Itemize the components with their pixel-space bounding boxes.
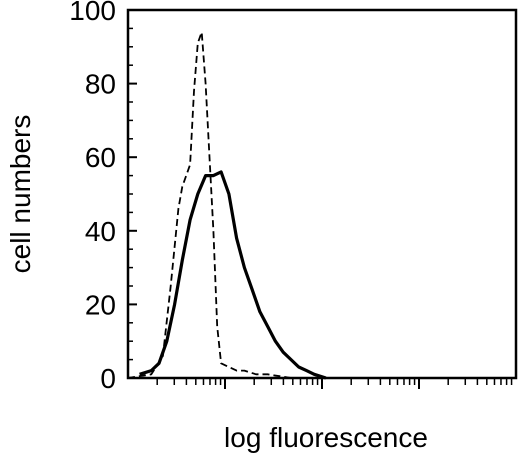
- y-tick-label: 60: [85, 142, 116, 173]
- y-tick-label: 20: [85, 289, 116, 320]
- y-axis-label: cell numbers: [5, 115, 36, 274]
- y-tick-label: 100: [69, 0, 116, 26]
- y-tick-label: 40: [85, 216, 116, 247]
- x-axis-label: log fluorescence: [224, 422, 428, 453]
- y-axis-ticks: 0 20 40 60 80 100: [69, 0, 137, 394]
- series-line-dashed: [127, 31, 322, 379]
- series-line-solid: [139, 170, 327, 380]
- y-tick-label: 80: [85, 69, 116, 100]
- series-group: [127, 31, 327, 380]
- y-tick-label: 0: [100, 363, 116, 394]
- x-axis-ticks: [156, 378, 513, 389]
- plot-frame: [126, 8, 518, 380]
